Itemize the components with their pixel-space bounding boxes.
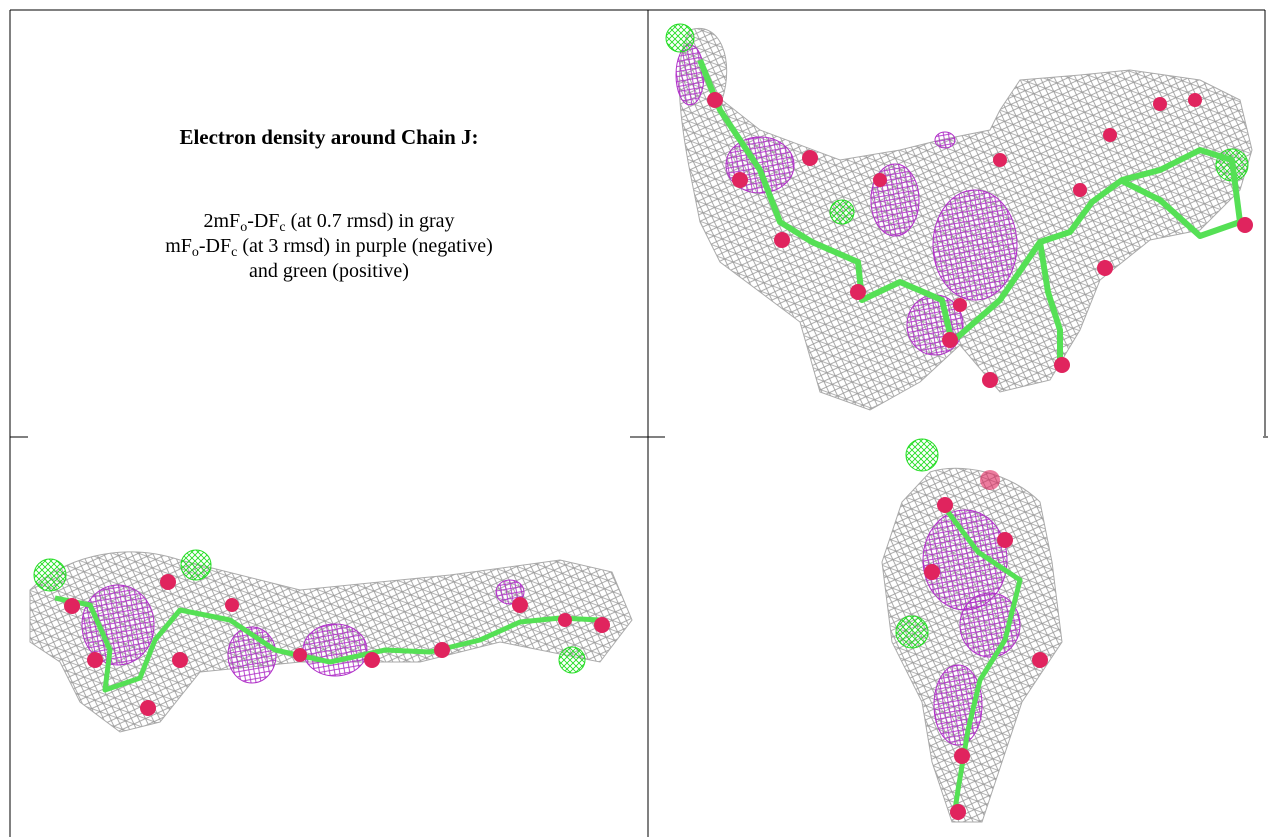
cell-title: Electron density around Chain J: <box>10 125 648 150</box>
subscript: o <box>192 245 199 260</box>
text: 2mF <box>204 210 241 232</box>
text: and green (positive) <box>249 260 409 282</box>
density-render-top <box>666 24 1253 410</box>
legend-line: 2mFo-DFc (at 0.7 rmsd) in gray <box>10 210 648 233</box>
legend-line: mFo-DFc (at 3 rmsd) in purple (negative) <box>10 235 648 258</box>
text: (at 3 rmsd) in purple (negative) <box>237 235 492 257</box>
page: Electron density around Chain J: 2mFo-DF… <box>0 0 1275 837</box>
text: mF <box>165 235 192 257</box>
text: (at 0.7 rmsd) in gray <box>286 210 455 232</box>
text: -DF <box>247 210 279 232</box>
density-render-end <box>882 439 1062 822</box>
text: -DF <box>199 235 231 257</box>
density-render-side <box>30 550 632 732</box>
legend-line: and green (positive) <box>10 260 648 283</box>
